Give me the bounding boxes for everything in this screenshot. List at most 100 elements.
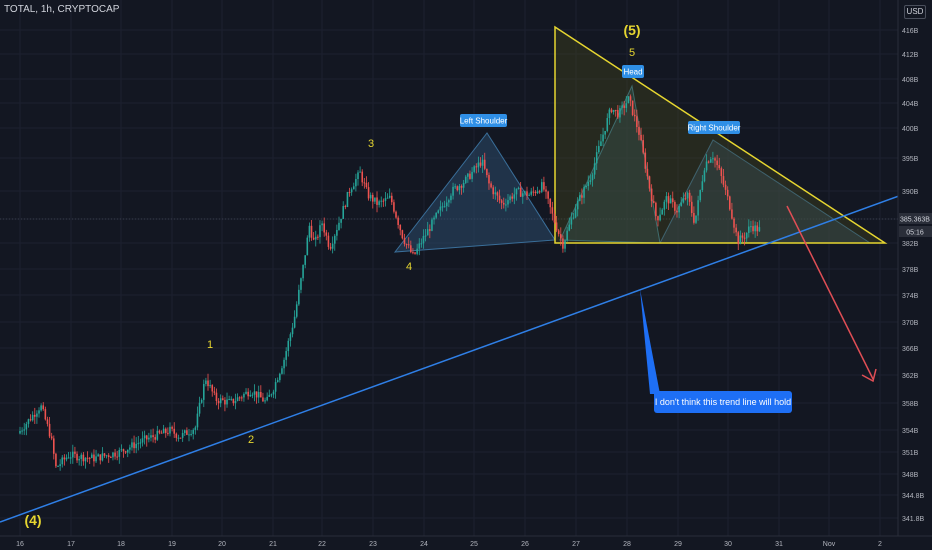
candle-body-196 [433,217,435,220]
candle-body-221 [486,168,488,176]
candle-body-20 [61,457,64,465]
candle-body-187 [414,252,416,254]
candle-body-305 [663,201,666,210]
candle-body-114 [260,392,262,398]
candle-body-31 [84,457,87,462]
candle-body-206 [454,186,456,188]
candle-body-312 [678,205,680,213]
candle-body-343 [743,237,746,239]
candle-body-40 [103,453,106,456]
currency-button[interactable]: USD [904,5,926,19]
candle-body-274 [598,146,600,153]
candle-body-136 [306,237,309,256]
candle-body-299 [650,188,653,202]
candle-body-169 [376,197,378,205]
candle-body-191 [422,236,425,244]
candle-body-306 [665,196,668,202]
candle-body-50 [124,451,127,453]
candle-body-198 [437,210,440,213]
candle-body-103 [236,397,239,401]
candle-body-233 [511,196,514,199]
candle-body-193 [426,229,429,236]
candle-body-282 [614,109,617,111]
candle-body-120 [272,391,275,395]
candle-body-309 [671,198,674,203]
candle-body-278 [606,118,609,131]
candle-body-131 [295,304,298,317]
time-tick-label: 18 [117,541,125,548]
candle-body-39 [101,453,104,461]
candle-body-88 [205,380,207,385]
candle-body-295 [642,140,644,153]
candle-body-277 [604,130,606,135]
candle-body-255 [557,230,560,235]
candle-body-283 [617,110,619,118]
price-tick-label: 374B [902,293,919,300]
candle-body-314 [682,198,685,203]
candle-body-94 [217,400,220,404]
candle-body-180 [399,224,402,231]
candle-body-137 [308,225,311,238]
price-tick-label: 358B [902,401,919,408]
candle-body-112 [255,391,258,398]
candle-body-286 [623,105,625,108]
candle-body-67 [160,432,163,434]
candle-body-108 [247,391,249,397]
candle-body-303 [659,214,661,221]
time-tick-label: 21 [269,541,277,548]
candle-body-185 [410,245,412,253]
candle-body-189 [418,243,421,249]
candle-body-150 [336,229,338,236]
candle-body-38 [99,454,102,461]
candle-body-178 [395,211,397,218]
candle-body-21 [63,457,66,460]
candle-body-36 [95,456,97,462]
price-tick-label: 390B [902,189,919,196]
price-tick-label: 354B [902,428,919,435]
candle-body-209 [460,186,463,188]
candle-body-322 [699,190,702,201]
candle-body-197 [435,212,437,218]
candle-body-301 [655,202,657,217]
candle-body-194 [429,229,431,231]
candle-body-102 [234,400,237,404]
candle-body-328 [712,158,714,160]
candle-body-204 [450,195,452,201]
candle-body-235 [515,188,518,195]
price-tick-label: 395B [902,156,919,163]
candle-body-124 [281,368,283,374]
candle-body-16 [53,438,55,454]
candle-body-70 [167,432,169,434]
left-shoulder-label: Left Shoulder [460,114,508,127]
candle-body-261 [570,218,573,225]
time-tick-label: Nov [823,541,836,548]
candle-body-83 [194,427,197,430]
candle-body-119 [270,394,273,396]
candle-body-69 [164,428,167,433]
candle-body-268 [585,186,587,188]
candle-body-111 [253,391,256,395]
candle-body-110 [251,394,254,396]
candle-body-127 [287,340,290,352]
candle-body-7 [33,414,36,417]
candle-body-173 [384,198,387,201]
candle-body-43 [110,457,112,459]
candle-body-319 [693,213,695,223]
wave-label-big-4: (4) [24,512,41,528]
candle-body-215 [473,166,475,172]
candle-body-302 [657,216,659,221]
candle-body-139 [312,237,315,240]
candle-body-265 [579,195,581,201]
candle-body-72 [171,426,173,429]
candle-body-135 [304,255,306,265]
candle-body-98 [226,399,228,405]
candle-body-224 [492,187,494,195]
candle-body-275 [600,141,602,147]
candle-body-250 [547,191,549,199]
candle-body-267 [583,187,585,198]
candle-body-236 [517,187,520,189]
candle-body-316 [686,192,689,199]
candle-body-164 [365,182,368,188]
candle-body-186 [412,252,414,254]
